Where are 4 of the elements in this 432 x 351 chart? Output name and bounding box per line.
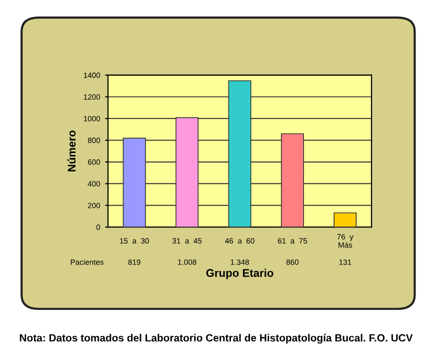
text: Nota: Datos tomados del Laboratorio Central de Histopatología Bucal. F.O. UCV (20, 334, 413, 344)
bar (334, 212, 357, 228)
y-axis-title: Número (67, 130, 76, 172)
x-axis-title: Grupo Etario (206, 268, 274, 280)
